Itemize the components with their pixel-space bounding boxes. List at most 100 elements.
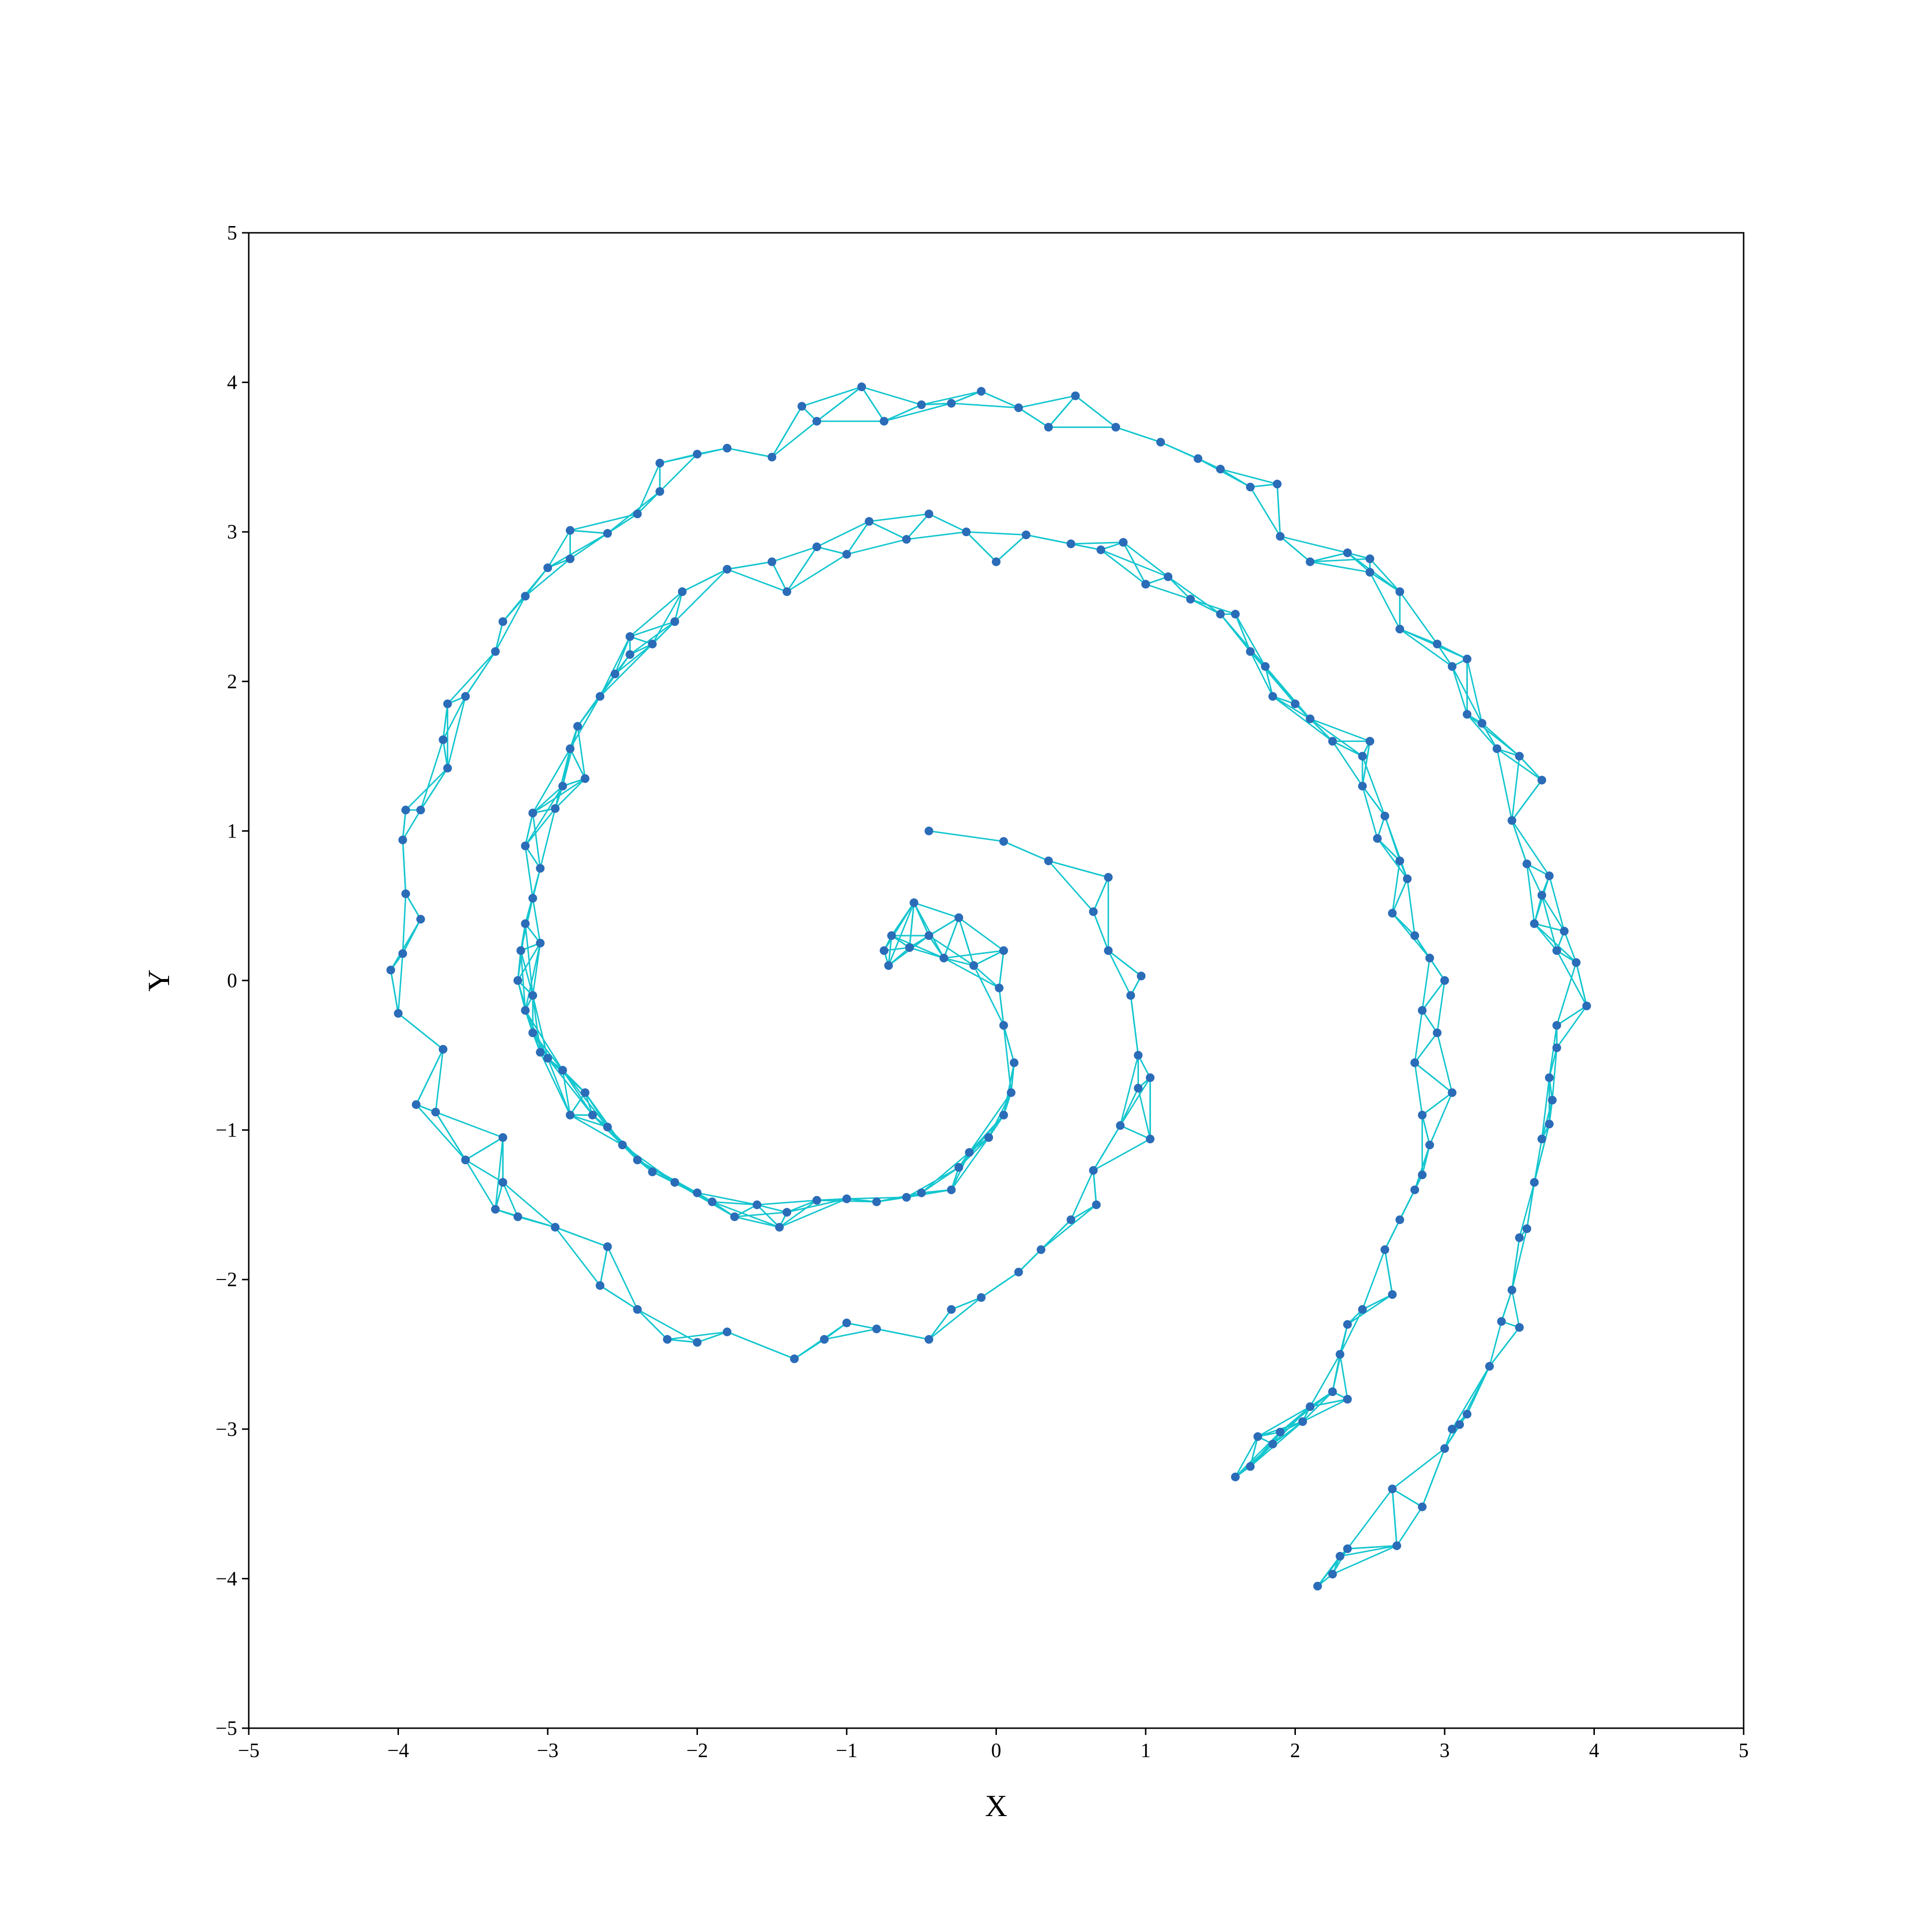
graph-edge [465, 651, 496, 697]
graph-edge [1526, 1182, 1535, 1229]
data-point [1463, 654, 1472, 664]
graph-edge [824, 1322, 847, 1340]
y-tick-label: −3 [215, 1419, 237, 1441]
graph-edge [786, 1198, 847, 1213]
data-point [1358, 781, 1367, 791]
graph-edge [697, 1192, 757, 1206]
graph-edge [1347, 1293, 1393, 1325]
data-point [1560, 926, 1569, 936]
data-point [1007, 1088, 1016, 1097]
graph-edge [659, 454, 698, 492]
data-point [820, 1335, 829, 1344]
data-point [461, 1155, 470, 1165]
data-point [513, 1212, 523, 1222]
data-point [528, 809, 538, 818]
data-point [1268, 1439, 1278, 1449]
graph-edge [1392, 912, 1416, 937]
data-point [603, 529, 612, 538]
data-point [1335, 1350, 1345, 1359]
graph-edge [398, 953, 404, 1014]
data-point [1433, 639, 1442, 649]
data-point [857, 382, 866, 391]
data-point [924, 931, 934, 940]
graph-edge [1040, 1219, 1072, 1250]
graph-edge [517, 950, 522, 981]
data-point [1388, 909, 1397, 918]
data-point [521, 592, 530, 601]
data-point [1545, 1073, 1554, 1082]
graph-edges [390, 386, 1588, 1587]
graph-edge [1511, 1290, 1520, 1328]
data-point [655, 458, 665, 468]
graph-edge [1167, 576, 1221, 615]
graph-edge [637, 491, 661, 515]
graph-edge [435, 1111, 503, 1138]
graph-edge [734, 1211, 787, 1218]
data-point [1306, 557, 1315, 567]
graph-edge [405, 893, 422, 920]
data-point [1530, 919, 1539, 928]
data-point [909, 898, 919, 908]
graph-edge [525, 808, 556, 847]
graph-edge [599, 1285, 638, 1310]
data-point [1418, 1170, 1427, 1179]
graph-edge [1436, 1032, 1453, 1093]
graph-edge [1302, 1398, 1348, 1422]
graph-edge [569, 748, 586, 779]
graph-edge [1444, 1424, 1461, 1449]
graph-edge [1018, 1249, 1042, 1273]
graph-edge [921, 1189, 952, 1194]
y-tick-label: −2 [215, 1269, 237, 1291]
data-point [1515, 1233, 1524, 1242]
graph-edge [1511, 1237, 1520, 1291]
graph-edge [532, 995, 541, 1052]
graph-edge [1511, 820, 1550, 877]
graph-edge [562, 726, 579, 786]
graph-edge [525, 846, 534, 898]
data-point [1552, 1021, 1562, 1030]
graph-edge [562, 1069, 586, 1094]
graph-edge [928, 513, 967, 533]
data-point [1246, 647, 1255, 656]
y-tick-label: 3 [227, 521, 237, 543]
graph-edge [1339, 1309, 1364, 1355]
graph-edge [402, 894, 407, 954]
y-tick-label: 5 [227, 222, 237, 244]
data-point [1306, 1402, 1315, 1411]
data-point [1071, 391, 1080, 400]
graph-edge [1362, 786, 1378, 839]
graph-edge [697, 447, 727, 455]
data-point [723, 565, 732, 574]
graph-edge [1384, 1250, 1393, 1295]
data-point [536, 1048, 545, 1057]
graph-edge [1093, 1125, 1121, 1171]
graph-edge [1339, 1324, 1349, 1355]
graph-edge [1548, 1025, 1558, 1078]
graph-edge [998, 988, 1005, 1026]
graph-edge [1451, 1366, 1491, 1430]
y-tick-label: 4 [227, 372, 237, 394]
graph-edge [1575, 962, 1588, 1006]
data-point [558, 781, 567, 791]
data-point [1388, 1290, 1397, 1299]
data-point [648, 639, 657, 649]
data-point [416, 806, 425, 815]
data-point [1433, 1028, 1442, 1037]
data-point [1306, 714, 1315, 724]
graph-edge [525, 898, 534, 924]
data-point [1328, 1387, 1337, 1396]
graph-edge [532, 1032, 564, 1071]
data-point [693, 1338, 702, 1347]
data-point [618, 1140, 627, 1150]
data-point [491, 1205, 500, 1214]
data-point [1507, 1285, 1517, 1294]
data-point [439, 735, 448, 744]
graph-edge [1541, 1100, 1553, 1139]
graph-edge [442, 696, 467, 740]
graph-edge [1496, 748, 1543, 781]
data-point [782, 587, 792, 597]
graph-edge [771, 546, 817, 563]
data-point [884, 961, 893, 970]
data-point [1418, 1110, 1427, 1120]
